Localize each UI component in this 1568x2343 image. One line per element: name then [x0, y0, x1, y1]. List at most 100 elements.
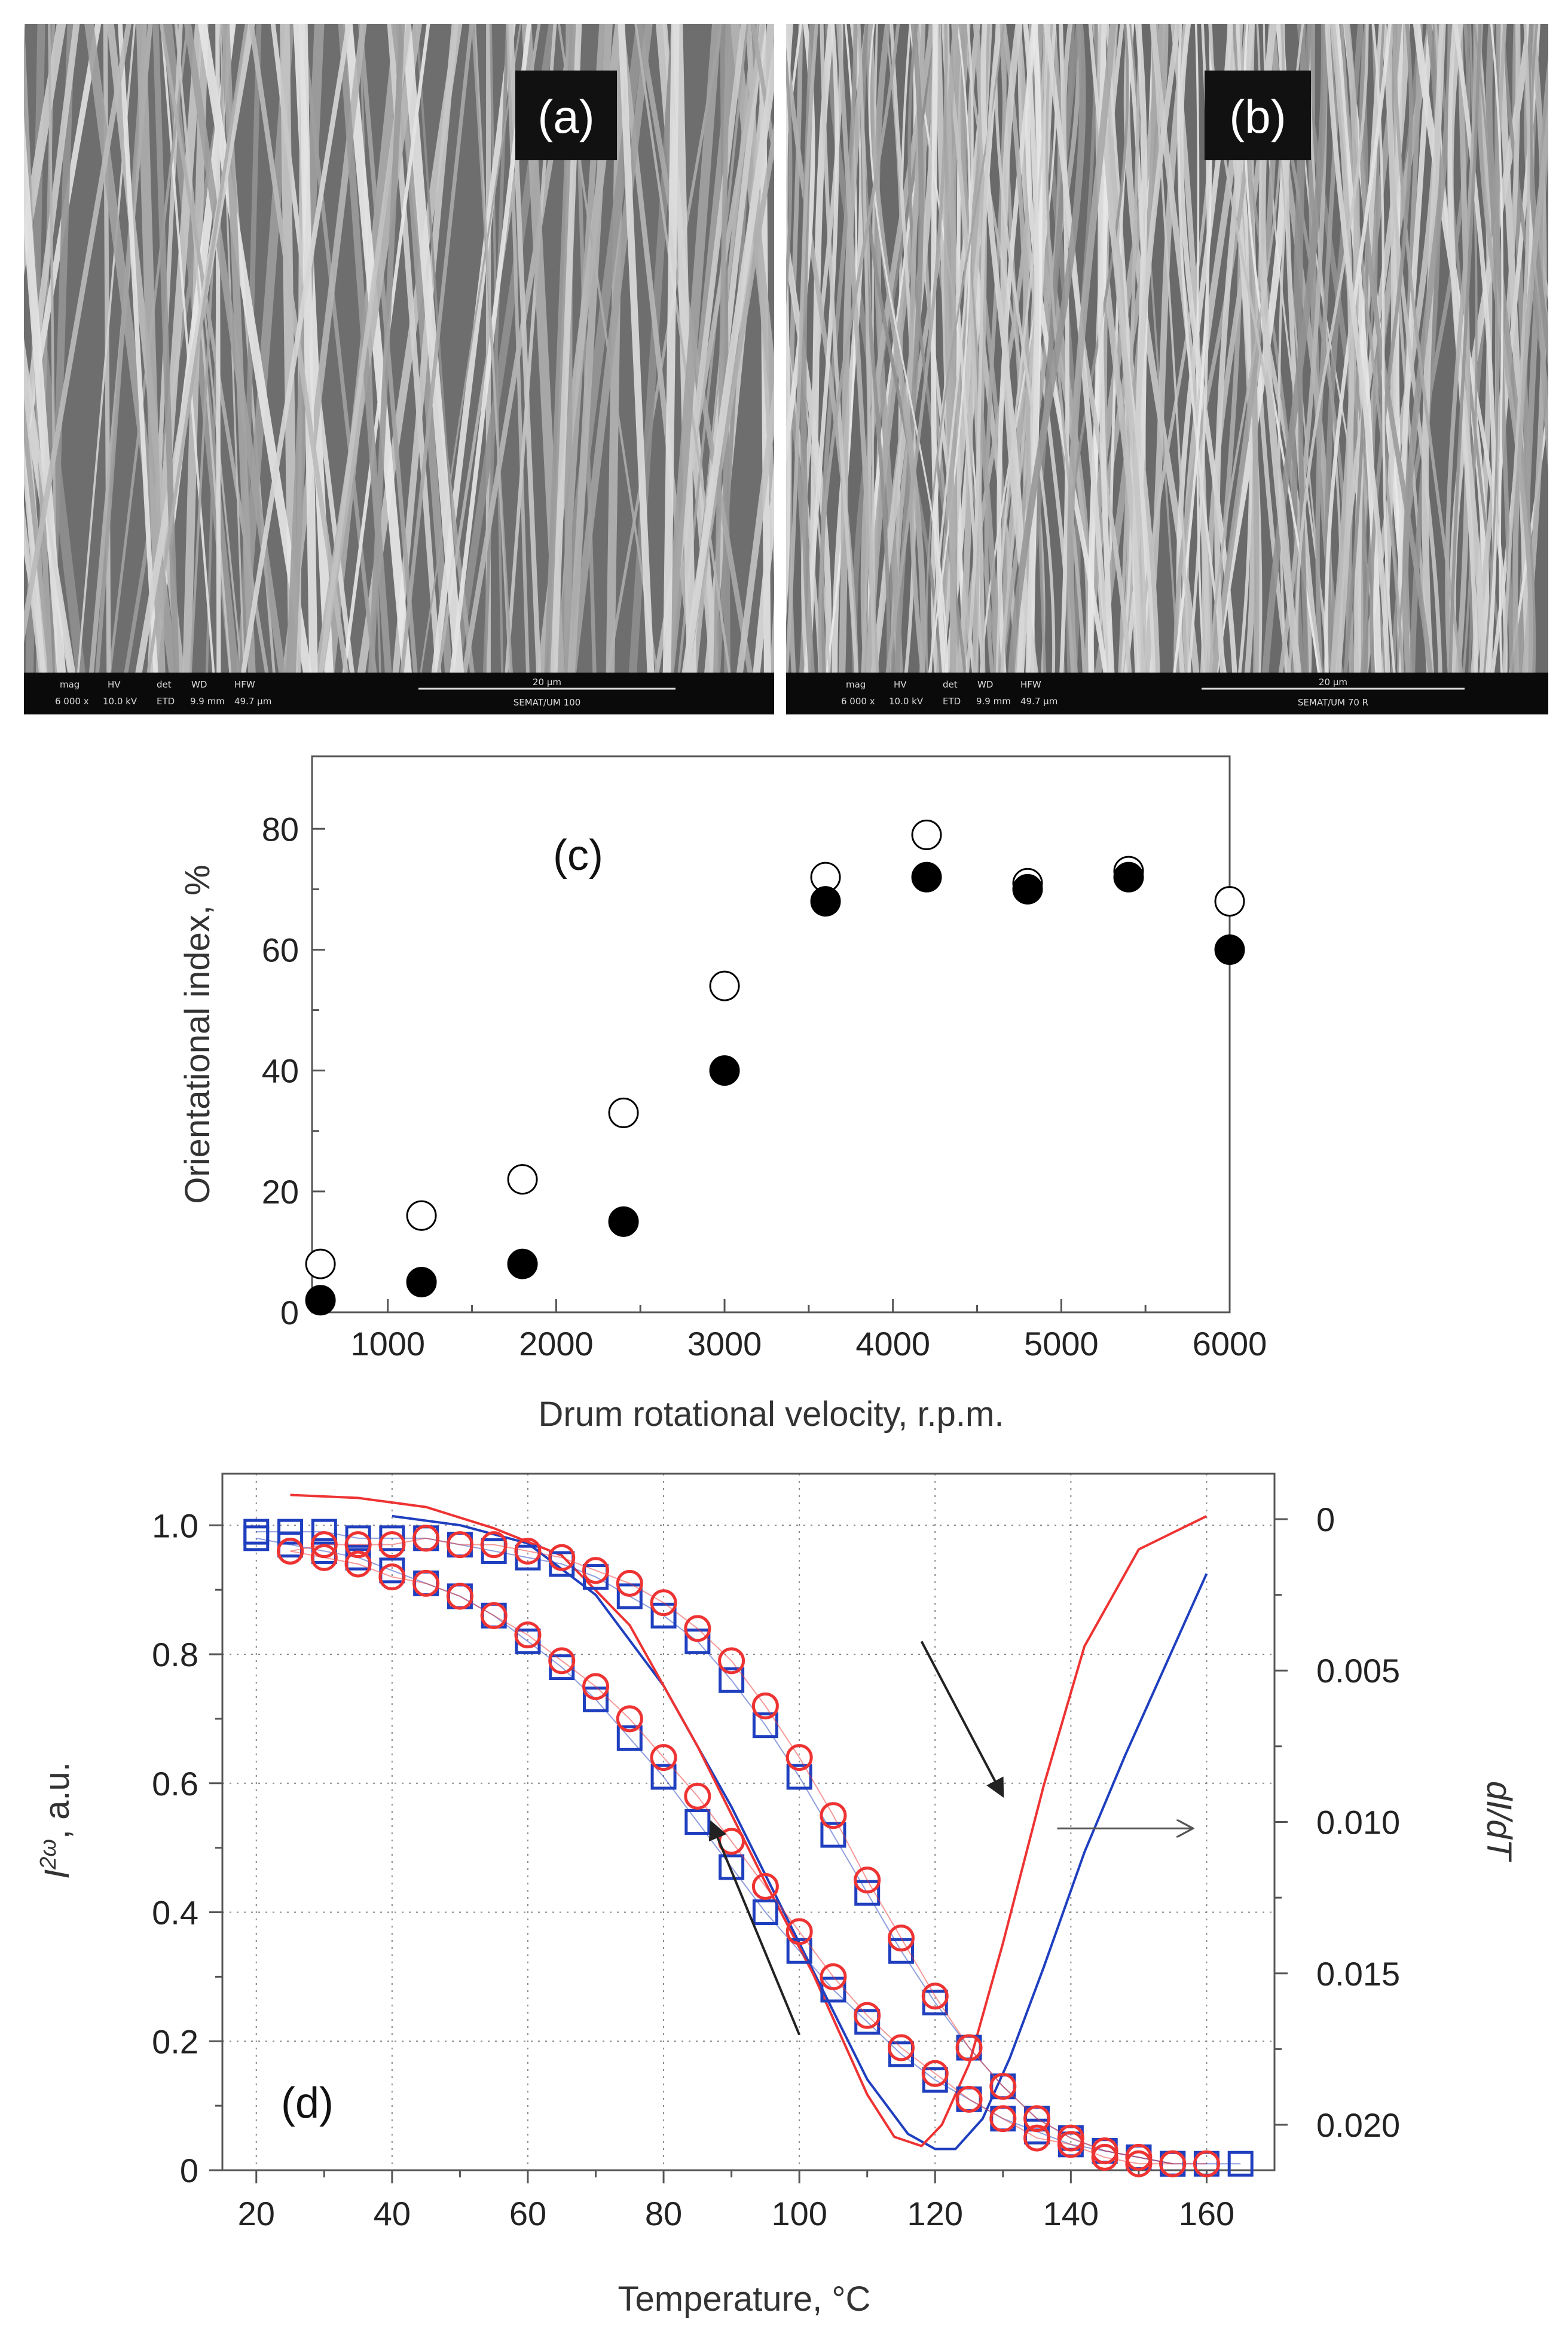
fiber	[1490, 24, 1505, 714]
fiber	[1392, 24, 1469, 714]
fiber	[1387, 24, 1443, 714]
d-point-circle	[446, 1531, 473, 1559]
fiber	[24, 115, 69, 714]
d-point-circle	[955, 2034, 983, 2061]
d-x-tick-label: 80	[645, 2195, 682, 2232]
d-point-circle	[344, 1531, 372, 1559]
fiber	[1325, 24, 1392, 714]
d-point-square	[888, 1938, 914, 1964]
fiber	[84, 24, 184, 714]
c-point-filled	[608, 1206, 639, 1237]
chart-c: 1000 2000 3000 4000 5000 6000 0 20 40 60…	[178, 755, 1267, 1434]
d-y-tick-label: 0.6	[152, 1765, 198, 1803]
fiber	[474, 24, 513, 714]
fiber	[0, 12, 1, 723]
chart-d-y-axis-label: I2ω, a.u.	[36, 1762, 77, 1879]
c-point-open	[507, 1164, 538, 1195]
chart-d-series	[243, 1493, 1254, 2177]
fiber	[24, 24, 26, 42]
fiber	[1453, 24, 1497, 714]
fiber	[662, 24, 680, 714]
fiber	[730, 380, 774, 714]
sem-info-bar-a: mag HV det WD HFW 6 000 x 10.0 kV ETD 9.9 mm 49.…	[24, 673, 774, 714]
fiber	[1447, 24, 1482, 714]
fiber	[299, 24, 319, 714]
d-x-tick-label: 20	[238, 2195, 275, 2232]
d-x-tick-label: 160	[1179, 2195, 1234, 2232]
fiber	[930, 24, 951, 714]
chart-d-plot-bg	[222, 1474, 1274, 2170]
sem-info-values-a: 6 000 x 10.0 kV ETD 9.9 mm 49.7 µm	[55, 696, 271, 707]
c-y-tick-label: 80	[262, 810, 299, 848]
d-point-circle	[480, 1531, 508, 1559]
d-y-tick-label: 0.8	[152, 1636, 198, 1673]
fiber	[676, 40, 774, 714]
d-point-circle	[989, 2073, 1017, 2100]
d-point-circle	[684, 1615, 711, 1642]
chart-c-frame	[311, 755, 1231, 1313]
fiber	[1530, 24, 1548, 346]
fiber	[879, 24, 948, 714]
fiber	[234, 24, 351, 714]
d-point-circle	[684, 1782, 711, 1810]
fiber	[960, 24, 1000, 714]
fiber	[140, 24, 249, 714]
c-point-open	[911, 819, 942, 850]
d-derivative-line	[290, 1493, 1208, 2148]
d-point-circle	[446, 1583, 473, 1610]
fiber	[24, 24, 132, 643]
d-point-square	[616, 1725, 643, 1751]
fiber	[907, 24, 971, 714]
fiber	[636, 24, 760, 714]
c-x-tick-label: 5000	[1024, 1325, 1099, 1363]
fiber	[786, 24, 794, 623]
d-point-square	[277, 1519, 304, 1545]
d-y-tick-label: 0.2	[152, 2023, 198, 2060]
fiber	[626, 24, 680, 714]
d-point-circle	[785, 1918, 813, 1945]
c-point-filled	[1012, 873, 1043, 905]
fiber	[506, 24, 531, 714]
fiber	[219, 24, 247, 714]
fiber	[1150, 24, 1208, 714]
c-point-open	[709, 970, 740, 1001]
d-point-square	[786, 1938, 812, 1964]
d-point-circle	[921, 2060, 949, 2087]
fiber	[1560, 12, 1568, 723]
fiber	[786, 46, 793, 307]
d-point-circle	[548, 1647, 576, 1675]
d-series-connector	[256, 1537, 1173, 2165]
c-x-tick-label: 3000	[687, 1325, 762, 1363]
fiber-texture-b	[786, 12, 1568, 723]
fiber-texture-a	[0, 12, 774, 723]
fiber	[1371, 24, 1401, 714]
c-y-tick-label: 60	[262, 931, 299, 969]
fiber	[1061, 24, 1135, 714]
fiber	[1503, 396, 1548, 714]
sem-tag-a: (a)	[537, 90, 594, 143]
fiber	[426, 24, 516, 714]
d-point-circle	[854, 1867, 881, 1894]
c-point-filled	[305, 1285, 336, 1316]
fiber	[92, 24, 148, 714]
d-point-circle	[378, 1563, 406, 1591]
d-point-circle	[650, 1589, 677, 1617]
fiber	[2, 12, 4, 723]
d-point-square	[719, 1667, 745, 1693]
fiber	[239, 24, 262, 714]
c-point-filled	[709, 1055, 740, 1086]
fiber	[1118, 24, 1147, 714]
d-y2-tick-label: 0.010	[1316, 1804, 1400, 1841]
fiber	[818, 24, 900, 714]
c-point-open	[608, 1097, 639, 1128]
fiber	[24, 24, 66, 276]
d-y2-tick-label: 0.015	[1316, 1955, 1400, 1993]
c-y-tick-label: 0	[280, 1294, 299, 1331]
chart-c-points	[305, 819, 1245, 1316]
d-point-square	[820, 1822, 846, 1848]
fiber	[1473, 24, 1499, 714]
chart-c-ticks	[312, 827, 1231, 1313]
fiber	[857, 24, 877, 714]
c-point-filled	[507, 1248, 538, 1279]
fiber	[1500, 24, 1530, 714]
